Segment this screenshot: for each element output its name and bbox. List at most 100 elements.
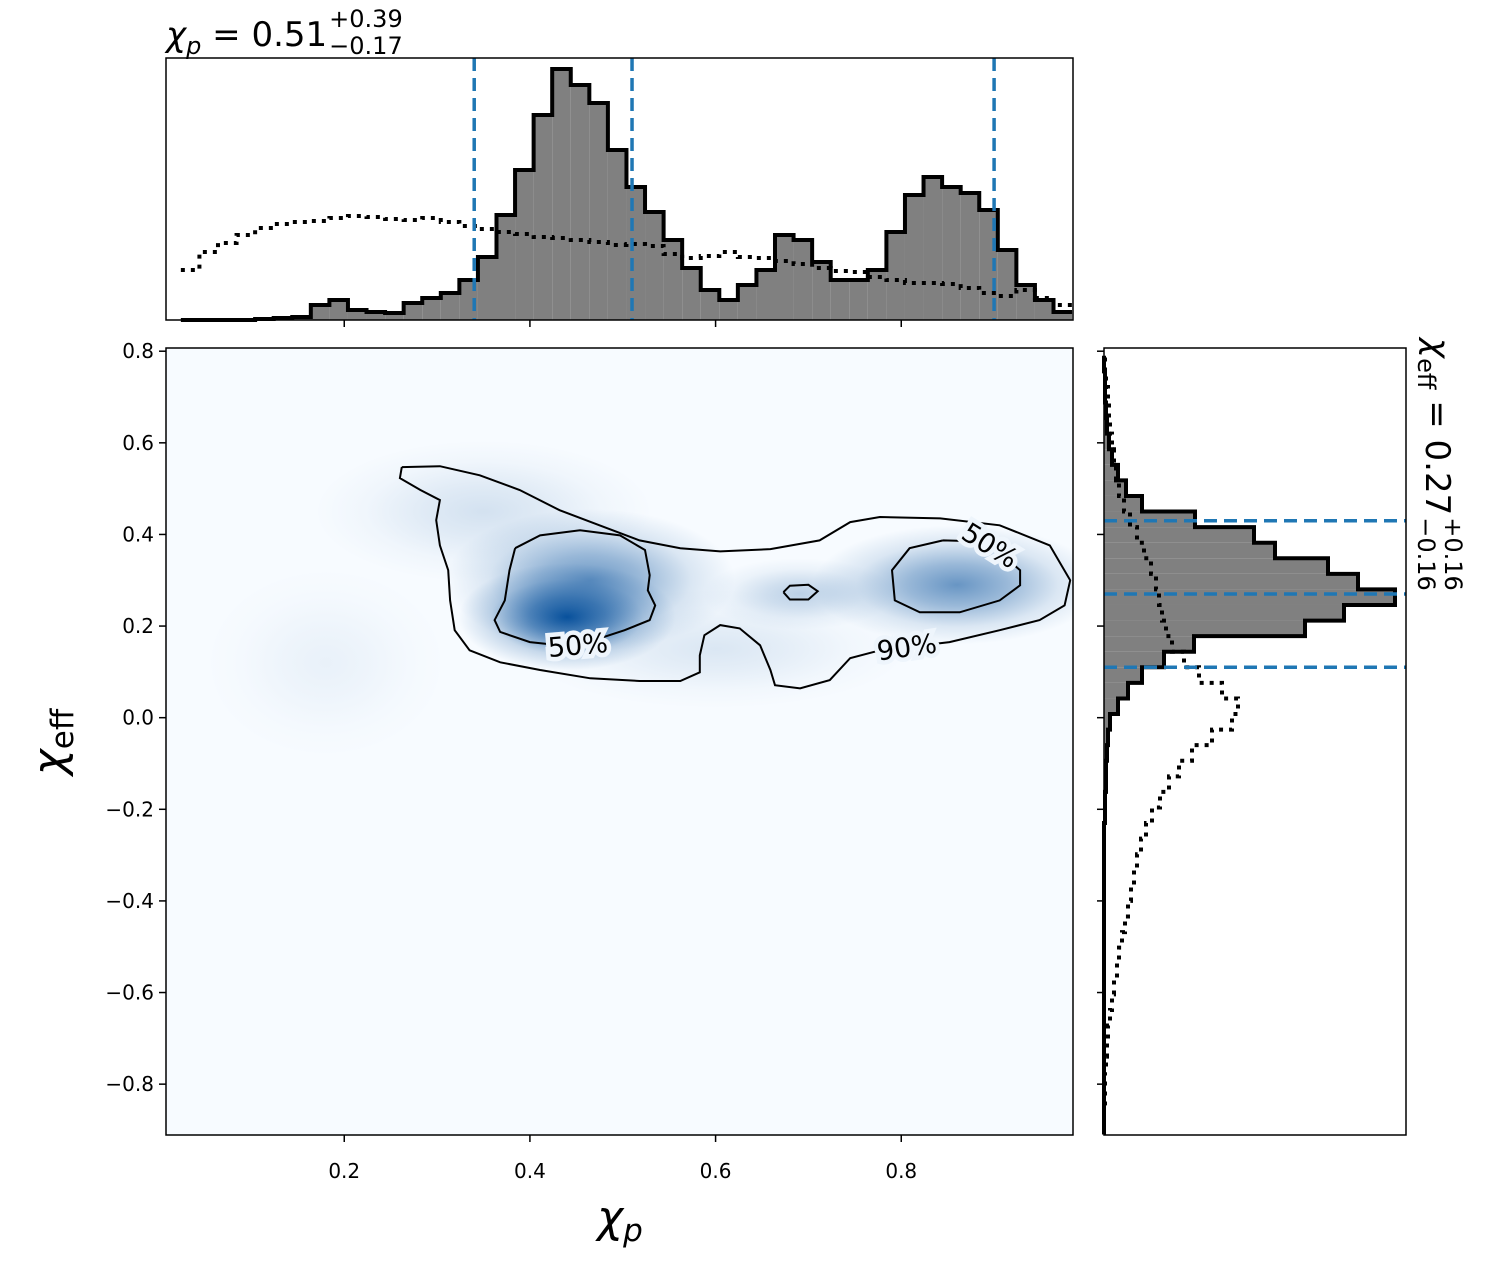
hist-bar bbox=[645, 212, 664, 320]
density-blob bbox=[204, 567, 447, 758]
hist-bar bbox=[626, 187, 646, 320]
hist-bar bbox=[1104, 604, 1344, 621]
hist-outline bbox=[1102, 355, 1397, 1135]
y-tick-label: −0.6 bbox=[105, 981, 154, 1005]
hist-bar bbox=[849, 280, 868, 320]
title-lower-error: −0.17 bbox=[329, 32, 403, 60]
hist-bar bbox=[1104, 698, 1118, 715]
hist-bar bbox=[997, 250, 1017, 320]
title-upper-error: +0.39 bbox=[329, 5, 403, 33]
hist-bar bbox=[886, 232, 905, 320]
right-histogram bbox=[1102, 355, 1397, 1135]
title-sub: eff bbox=[1412, 358, 1440, 390]
y-tick-label: −0.2 bbox=[105, 797, 154, 821]
hist-bar bbox=[422, 298, 441, 320]
hist-bar bbox=[793, 240, 813, 320]
y-tick-label: 0.8 bbox=[122, 339, 154, 363]
hist-bar bbox=[756, 270, 775, 320]
hist-bar bbox=[812, 262, 831, 320]
x-axis-label: χp bbox=[595, 1192, 643, 1249]
y-label-symbol: χ bbox=[24, 747, 75, 777]
hist-bar bbox=[1104, 527, 1254, 543]
hist-bar bbox=[607, 150, 627, 320]
title-symbol: χ bbox=[164, 15, 188, 55]
x-label-symbol: χ bbox=[595, 1192, 625, 1243]
hist-bar bbox=[700, 290, 720, 320]
title-main: χp = 0.51 bbox=[164, 15, 327, 60]
x-tick-label: 0.8 bbox=[885, 1159, 917, 1183]
y-axis-label: χeff bbox=[24, 708, 81, 777]
y-tick-label: −0.8 bbox=[105, 1072, 154, 1096]
hist-bar bbox=[1016, 285, 1035, 320]
prior-hist bbox=[180, 214, 1073, 307]
hist-bar bbox=[1104, 542, 1275, 559]
hist-bar bbox=[1104, 667, 1142, 683]
top-histogram bbox=[180, 67, 1073, 322]
hist-bar bbox=[515, 170, 534, 320]
hist-bar bbox=[1104, 589, 1395, 605]
x-tick-label: 0.2 bbox=[328, 1159, 360, 1183]
hist-outline bbox=[180, 67, 1073, 322]
hist-bar bbox=[347, 310, 367, 320]
y-tick-label: 0.4 bbox=[122, 522, 154, 546]
hist-bar bbox=[737, 285, 757, 320]
prior-hist bbox=[1102, 355, 1240, 1135]
title-main: χeff = 0.27 bbox=[1412, 336, 1457, 515]
hist-bar bbox=[403, 303, 423, 320]
hist-bar bbox=[1104, 495, 1142, 512]
density-blob bbox=[314, 440, 653, 584]
hist-bar bbox=[310, 305, 330, 320]
top-frame bbox=[165, 57, 1074, 321]
hist-bar bbox=[960, 193, 980, 320]
hist-bar bbox=[904, 195, 924, 320]
hist-bar bbox=[682, 268, 701, 320]
y-label-sub: eff bbox=[45, 708, 81, 749]
hist-bar bbox=[1104, 573, 1358, 590]
title-value: = 0.51 bbox=[201, 15, 327, 55]
contour-label: 50% bbox=[547, 628, 609, 664]
hist-bar bbox=[1034, 300, 1054, 320]
hist-bar bbox=[570, 85, 590, 320]
hist-bar bbox=[1104, 682, 1128, 699]
y-tick-label: 0.6 bbox=[122, 431, 154, 455]
hist-bar bbox=[329, 300, 348, 320]
hist-bar bbox=[830, 280, 850, 320]
hist-bar bbox=[552, 69, 571, 320]
hist-bar bbox=[942, 187, 961, 320]
hist-bar bbox=[1104, 433, 1109, 450]
hist-bar bbox=[440, 293, 460, 320]
x-tick-label: 0.6 bbox=[700, 1159, 732, 1183]
contour-line bbox=[890, 539, 1022, 614]
hist-bar bbox=[663, 240, 683, 320]
title-sub: p bbox=[185, 32, 201, 60]
hist-bar bbox=[719, 300, 738, 320]
title-upper-error: +0.16 bbox=[1439, 517, 1467, 591]
hist-bar bbox=[867, 270, 887, 320]
hist-bar bbox=[1104, 651, 1164, 668]
hist-bar bbox=[1053, 312, 1073, 320]
x-label-sub: p bbox=[622, 1213, 643, 1249]
title-value: = 0.27 bbox=[1417, 389, 1457, 515]
hist-bar bbox=[589, 103, 608, 320]
hist-bar bbox=[1104, 558, 1328, 574]
hist-bar bbox=[774, 235, 794, 320]
right-title: χeff = 0.27+0.16−0.16 bbox=[1412, 336, 1467, 591]
hist-bar bbox=[923, 177, 943, 320]
hist-bar bbox=[1104, 714, 1110, 730]
y-tick-label: 0.2 bbox=[122, 614, 154, 638]
main-frame bbox=[165, 347, 1074, 1136]
hist-bar bbox=[1104, 449, 1112, 465]
contour-line bbox=[493, 529, 657, 647]
hist-bar bbox=[1104, 620, 1305, 637]
density-blob bbox=[522, 589, 909, 709]
hist-bar bbox=[1104, 636, 1194, 652]
hist-bar bbox=[477, 257, 497, 320]
x-tick-label: 0.4 bbox=[514, 1159, 546, 1183]
hist-bar bbox=[533, 115, 553, 320]
hist-bar bbox=[1104, 480, 1126, 496]
right-frame bbox=[1103, 347, 1407, 1136]
hist-bar bbox=[366, 312, 386, 320]
contour-line bbox=[398, 465, 1072, 690]
hist-bar bbox=[496, 215, 516, 320]
